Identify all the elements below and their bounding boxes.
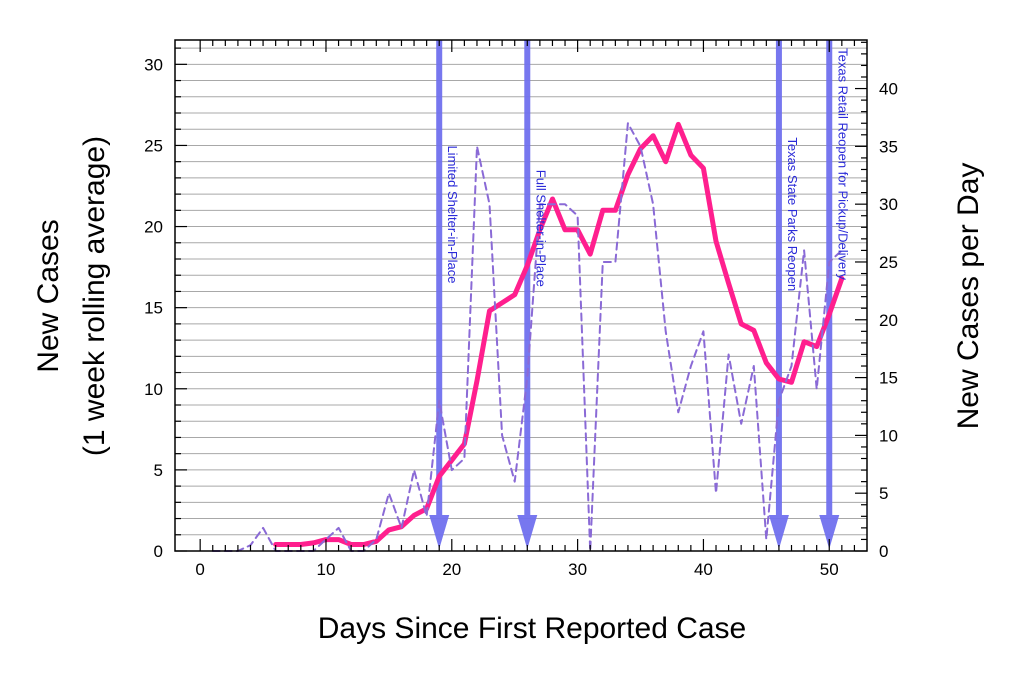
plot-frame: [174, 39, 868, 552]
y-left-tick-label: 30: [144, 55, 163, 74]
y-left-axis-title-line2: (1 week rolling average): [78, 136, 111, 456]
annotation-arrow-head: [429, 515, 450, 549]
y-right-tick-label: 10: [879, 426, 898, 445]
y-left-tick-label: 25: [144, 136, 163, 155]
annotation-arrows: [429, 40, 840, 549]
y-left-tick-label: 5: [154, 461, 163, 480]
axis-ticks: [175, 40, 867, 552]
y-right-tick-label: 20: [879, 311, 898, 330]
series-lines: [211, 121, 845, 552]
x-tick-label: 0: [195, 560, 204, 579]
rolling-average-line: [273, 121, 845, 547]
y-right-tick-label: 5: [879, 484, 888, 503]
y-right-tick-label: 40: [879, 80, 898, 99]
annotation-arrow: [429, 40, 450, 549]
annotation-arrow: [517, 40, 538, 549]
annotation-label: Texas State Parks Reopen: [785, 137, 800, 291]
y-right-axis-title: New Cases per Day: [952, 163, 985, 430]
annotation-label: Full Shelter-in-Place: [533, 170, 548, 287]
x-tick-label: 40: [694, 560, 713, 579]
x-tick-label: 30: [568, 560, 587, 579]
annotation-arrow-head: [768, 515, 789, 549]
annotation-arrow-shaft: [775, 40, 782, 515]
annotation-arrow-head: [517, 515, 538, 549]
y-right-tick-label: 25: [879, 253, 898, 272]
annotation-arrow-shaft: [826, 40, 833, 515]
x-tick-label: 20: [442, 560, 461, 579]
x-tick-label: 50: [820, 560, 839, 579]
annotation-label: Texas Retail Reopen for Pickup/Delivery: [835, 48, 850, 280]
y-left-tick-label: 15: [144, 299, 163, 318]
y-left-tick-label: 10: [144, 380, 163, 399]
y-left-axis-title-line1: New Cases: [32, 219, 65, 372]
annotation-arrow: [768, 40, 789, 549]
annotation-arrow-shaft: [524, 40, 531, 515]
y-right-tick-label: 30: [879, 195, 898, 214]
x-axis-title: Days Since First Reported Case: [318, 612, 747, 645]
annotation-arrow: [819, 40, 840, 549]
daily-cases-line: [211, 122, 843, 552]
y-right-tick-label: 0: [879, 542, 888, 561]
x-tick-label: 10: [317, 560, 336, 579]
tick-labels: 0 5 10 15 20 25 30 0 5 10 15 20 25 30 35 40 0 10 20 30 40 50: [144, 55, 898, 579]
annotation-labels: Limited Shelter-in-Place Full Shelter-in-…: [445, 48, 850, 291]
grid-lines: [175, 47, 867, 536]
y-left-tick-label: 0: [154, 542, 163, 561]
y-left-tick-label: 20: [144, 218, 163, 237]
annotation-arrow-shaft: [436, 40, 443, 515]
y-right-tick-label: 35: [879, 137, 898, 156]
annotation-label: Limited Shelter-in-Place: [445, 145, 460, 283]
annotation-arrow-head: [819, 515, 840, 549]
y-right-tick-label: 15: [879, 369, 898, 388]
